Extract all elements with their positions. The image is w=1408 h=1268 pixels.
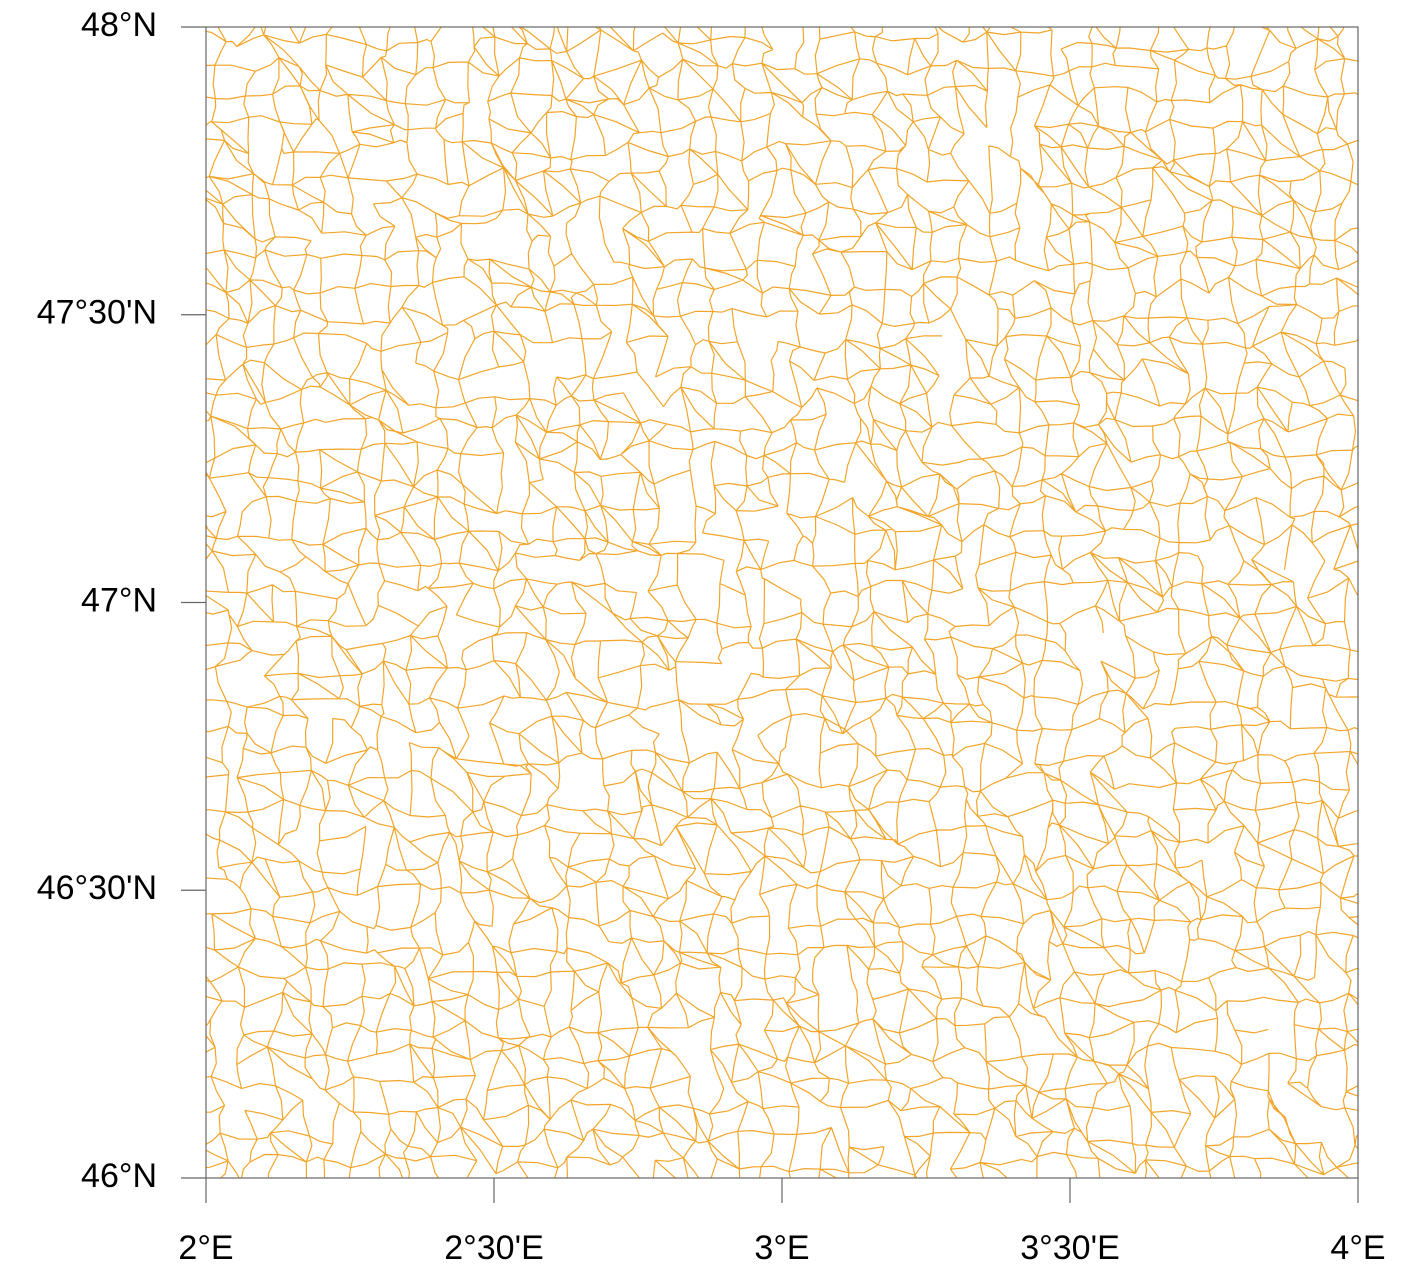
y-tick-label: 46°N [81, 1157, 157, 1195]
page: {"map": { "xlim": [2, 4], "ylim": [46, 4… [0, 0, 1408, 1268]
map: 2°E 2°30'E 3°E 3°30'E 4°E 46°N 46°30'N 47°N 47°3… [0, 0, 1408, 1263]
y-tick-label: 46°30'N [37, 869, 157, 907]
x-tick-label: 4°E [1330, 1229, 1385, 1263]
x-tick-label: 2°E [178, 1229, 233, 1263]
y-tick-label: 48°N [81, 6, 157, 44]
x-tick-label: 2°30'E [444, 1229, 544, 1263]
commune-boundaries [181, 3, 1383, 1202]
boundaries [181, 3, 1383, 1202]
y-tick-label: 47°N [81, 581, 157, 619]
x-tick-label: 3°E [754, 1229, 809, 1263]
y-tick-label: 47°30'N [37, 294, 157, 332]
x-tick-label: 3°30'E [1020, 1229, 1120, 1263]
